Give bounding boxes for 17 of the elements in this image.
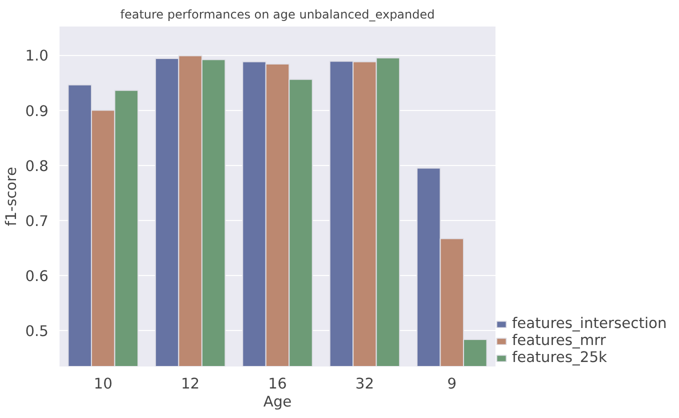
y-tick-label: 0.6 bbox=[25, 268, 49, 286]
y-tick-label: 0.9 bbox=[25, 102, 49, 120]
x-tick-label: 16 bbox=[268, 376, 287, 392]
y-tick-label: 0.8 bbox=[25, 158, 49, 175]
x-axis-title: Age bbox=[263, 394, 292, 410]
legend-label: features_25k bbox=[512, 349, 608, 366]
x-tick-label: 10 bbox=[94, 376, 112, 392]
y-tick-label: 0.5 bbox=[25, 323, 49, 340]
legend-label: features_mrr bbox=[512, 332, 606, 349]
x-tick-label: 32 bbox=[355, 376, 374, 392]
y-tick-label: 1.0 bbox=[25, 48, 49, 65]
y-axis-title: f1-score bbox=[3, 166, 20, 226]
x-tick-label: 12 bbox=[180, 376, 200, 392]
y-tick-label: 0.7 bbox=[25, 212, 49, 230]
x-tick-label: 9 bbox=[447, 376, 457, 392]
legend-label: features_intersection bbox=[512, 315, 667, 332]
chart-title: feature performances on age unbalanced_expanded bbox=[120, 8, 435, 22]
